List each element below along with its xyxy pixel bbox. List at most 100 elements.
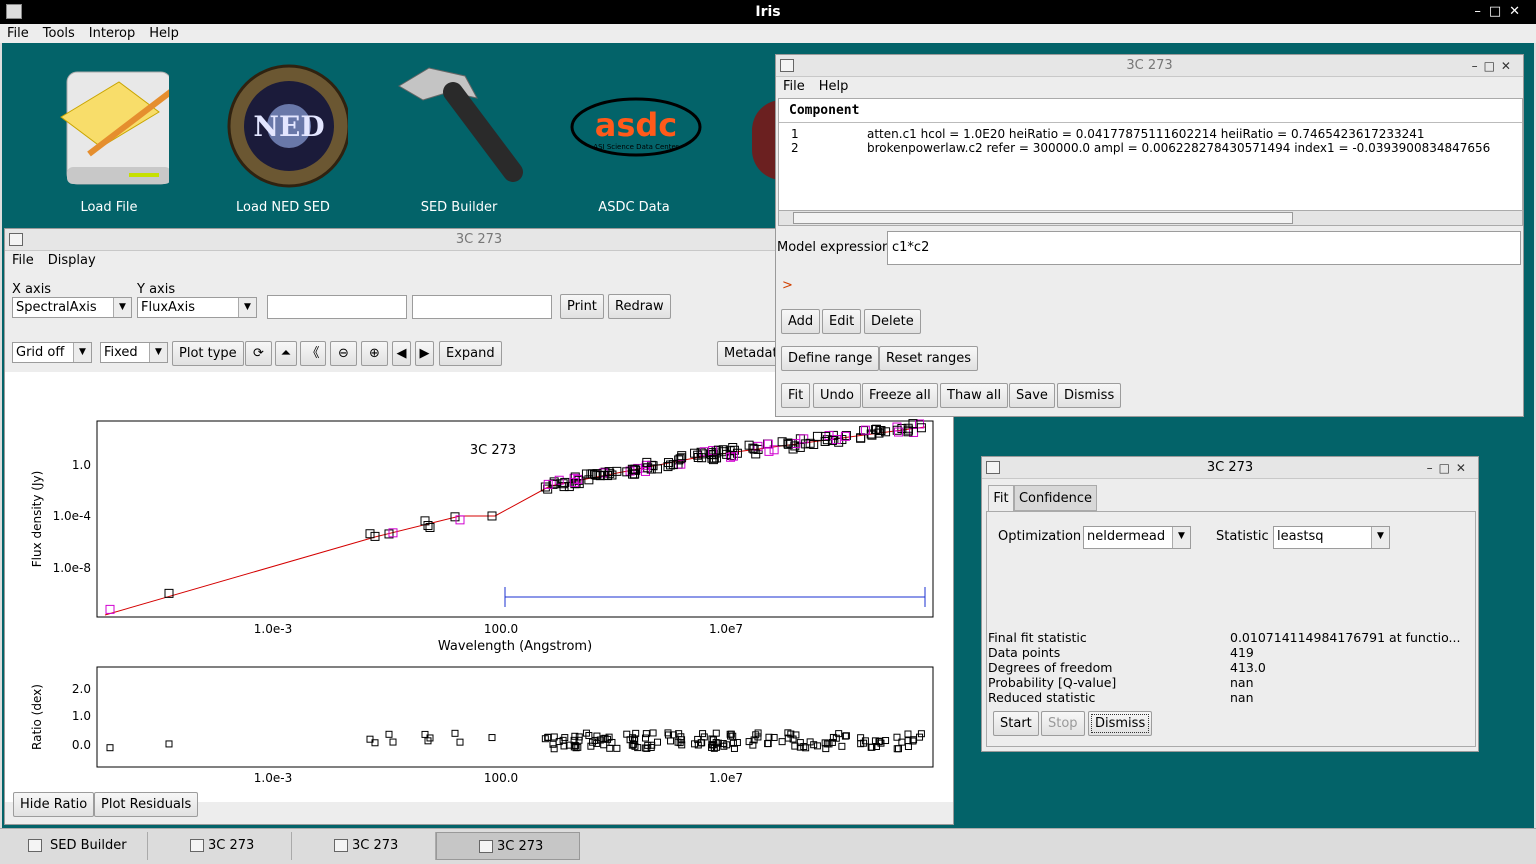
fit-window-titlebar[interactable]: 3C 273 –□✕ (982, 457, 1478, 479)
horizontal-scrollbar[interactable] (779, 210, 1522, 225)
ratio-point (366, 735, 374, 743)
plot-residuals-button[interactable]: Plot Residuals (94, 792, 199, 817)
window-controls[interactable]: –□✕ (1471, 59, 1517, 73)
tab-confidence[interactable]: Confidence (1014, 485, 1097, 511)
model-expression-label: Model expression (777, 240, 891, 255)
grid-select[interactable]: Grid off ▼ (12, 342, 92, 363)
start-button[interactable]: Start (993, 711, 1039, 736)
sed-builder-shortcut[interactable]: SED Builder (389, 62, 529, 215)
plot-type-button[interactable]: Plot type (172, 341, 244, 366)
menu-tools[interactable]: Tools (42, 26, 75, 41)
pan-left-icon[interactable]: 《 (300, 341, 326, 366)
plot-menu-display[interactable]: Display (47, 253, 96, 268)
define-range-button[interactable]: Define range (781, 346, 880, 371)
load-ned-sed-shortcut[interactable]: NED Load NED SED (213, 62, 353, 215)
component-table[interactable]: Component 1 atten.c1 hcol = 1.0E20 heiRat… (778, 98, 1523, 226)
ratio-point (806, 738, 814, 746)
taskbar-3c273-3[interactable]: 3C 273 (436, 832, 580, 860)
model-menu-help[interactable]: Help (818, 79, 849, 94)
data-point (627, 464, 637, 474)
data-point (590, 470, 600, 480)
data-point (834, 437, 844, 447)
ratio-point (488, 734, 496, 742)
expand-button[interactable]: Expand (439, 341, 502, 366)
data-point (867, 430, 877, 440)
previous-icon[interactable]: ◀ (392, 341, 411, 366)
app-titlebar: Iris –□✕ (0, 0, 1536, 24)
data-point (642, 457, 652, 467)
edit-button[interactable]: Edit (822, 309, 862, 334)
ratio-point (678, 741, 686, 749)
window-controls[interactable]: –□✕ (1426, 461, 1472, 475)
model-expression-field[interactable]: c1*c2 (887, 231, 1521, 265)
fit-dismiss-button[interactable]: Dismiss (1088, 711, 1153, 736)
ratio-point (876, 737, 884, 745)
statistic-select[interactable]: leastsq ▼ (1273, 526, 1390, 549)
java-window-icon (190, 839, 204, 852)
save-button[interactable]: Save (1009, 383, 1055, 408)
fit-button[interactable]: Fit (781, 383, 811, 408)
model-window-titlebar[interactable]: 3C 273 –□✕ (776, 55, 1523, 77)
data-point (783, 438, 793, 448)
menu-interop[interactable]: Interop (88, 26, 136, 41)
data-point (777, 437, 787, 447)
freeze-all-button[interactable]: Freeze all (862, 383, 938, 408)
data-point (603, 471, 613, 481)
component-index: 1 (791, 127, 799, 141)
taskbar-3c273-1[interactable]: 3C 273 (148, 832, 292, 860)
redraw-button[interactable]: Redraw (608, 294, 671, 319)
zoom-out-icon[interactable]: ⊖ (330, 341, 357, 366)
next-icon[interactable]: ▶ (415, 341, 434, 366)
print-button[interactable]: Print (560, 294, 604, 319)
component-row[interactable]: 2 brokenpowerlaw.c2 refer = 300000.0 ampl… (779, 141, 1522, 155)
tab-fit[interactable]: Fit (988, 485, 1014, 511)
hammer-icon (398, 67, 523, 182)
ratio-point (727, 732, 735, 740)
fit-results: Final fit statistic 0.010714114984176791 … (988, 630, 1474, 705)
data-point (628, 469, 638, 479)
reset-ranges-button[interactable]: Reset ranges (879, 346, 979, 371)
plot-menu-file[interactable]: File (12, 253, 34, 268)
taskbar-3c273-2[interactable]: 3C 273 (292, 832, 436, 860)
ratio-point (917, 730, 925, 738)
y-axis-select[interactable]: FluxAxis ▼ (137, 297, 257, 318)
plot-window-titlebar[interactable]: 3C 273 (5, 229, 953, 251)
ratio-point (861, 737, 869, 745)
menu-help[interactable]: Help (149, 26, 179, 41)
taskbar-sed-builder[interactable]: SED Builder (0, 832, 148, 860)
refresh-icon[interactable]: ⟳ (245, 341, 272, 366)
result-value: 413.0 (1230, 660, 1266, 675)
thaw-all-button[interactable]: Thaw all (940, 383, 1009, 408)
delete-button[interactable]: Delete (864, 309, 921, 334)
zoom-in-icon[interactable]: ⊕ (361, 341, 388, 366)
data-point (677, 453, 687, 463)
load-file-shortcut[interactable]: Load File (39, 62, 179, 215)
hide-ratio-button[interactable]: Hide Ratio (13, 792, 95, 817)
ratio-point (904, 743, 912, 751)
sed-chart[interactable]: 3C 273 Wavelength (Angstrom) Flux densit… (5, 372, 953, 802)
sed-builder-label: SED Builder (420, 200, 498, 215)
undo-button[interactable]: Undo (813, 383, 861, 408)
dismiss-button[interactable]: Dismiss (1057, 383, 1122, 408)
ratio-point (749, 741, 757, 749)
x-units-field[interactable] (267, 295, 407, 319)
x-axis-select[interactable]: SpectralAxis ▼ (12, 297, 132, 318)
stop-button[interactable]: Stop (1041, 711, 1085, 736)
scrollbar-thumb[interactable] (793, 212, 1293, 224)
ratio-point (835, 730, 843, 738)
data-point (860, 425, 870, 435)
optimization-select[interactable]: neldermead ▼ (1083, 526, 1191, 549)
component-row[interactable]: 1 atten.c1 hcol = 1.0E20 heiRatio = 0.041… (779, 127, 1522, 141)
scale-select[interactable]: Fixed ▼ (100, 342, 168, 363)
asdc-data-shortcut[interactable]: asdc ASI Science Data Center ASDC Data (564, 62, 704, 215)
ratio-point (389, 738, 397, 746)
window-controls[interactable]: –□✕ (1474, 4, 1528, 19)
y-units-field[interactable] (412, 295, 552, 319)
add-button[interactable]: Add (781, 309, 821, 334)
pan-up-icon[interactable]: ⏶ (275, 341, 297, 366)
menu-file[interactable]: File (7, 26, 29, 41)
metadata-button[interactable]: Metadata (717, 341, 777, 366)
prompt-indicator: > (782, 278, 793, 293)
model-menu-file[interactable]: File (783, 79, 805, 94)
chevron-down-icon: ▼ (1371, 527, 1389, 548)
